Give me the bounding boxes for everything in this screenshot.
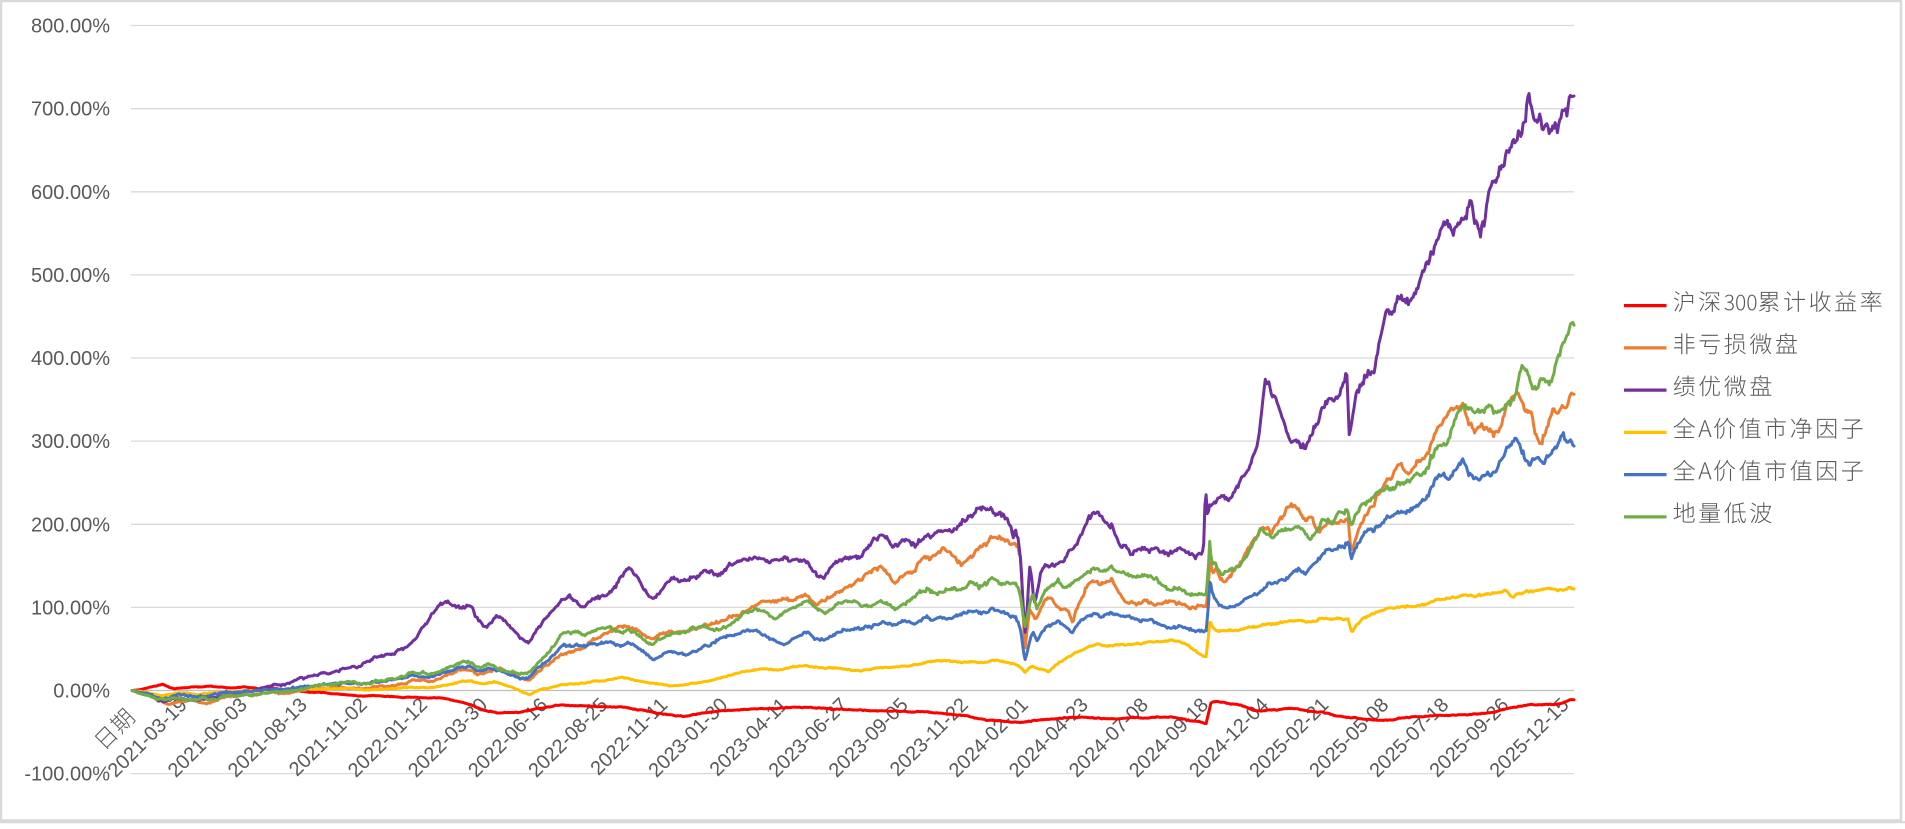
svg-text:300.00%: 300.00% [31, 431, 110, 453]
svg-text:600.00%: 600.00% [31, 182, 110, 204]
svg-text:500.00%: 500.00% [31, 265, 110, 287]
svg-text:200.00%: 200.00% [31, 514, 110, 536]
svg-text:0.00%: 0.00% [53, 681, 110, 703]
svg-text:-100.00%: -100.00% [24, 764, 110, 786]
svg-text:400.00%: 400.00% [31, 348, 110, 370]
svg-text:800.00%: 800.00% [31, 16, 110, 38]
svg-text:700.00%: 700.00% [31, 99, 110, 121]
svg-text:100.00%: 100.00% [31, 597, 110, 619]
